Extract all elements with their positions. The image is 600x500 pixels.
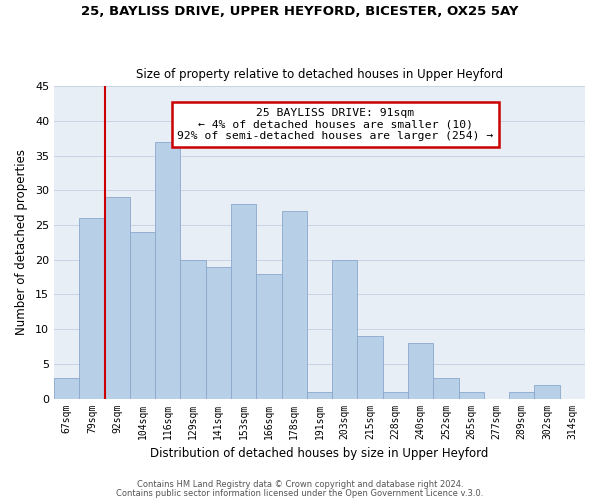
Bar — [54, 378, 79, 398]
Bar — [433, 378, 458, 398]
Bar — [307, 392, 332, 398]
Title: Size of property relative to detached houses in Upper Heyford: Size of property relative to detached ho… — [136, 68, 503, 81]
Text: 25, BAYLISS DRIVE, UPPER HEYFORD, BICESTER, OX25 5AY: 25, BAYLISS DRIVE, UPPER HEYFORD, BICEST… — [81, 5, 519, 18]
Bar — [408, 343, 433, 398]
Bar — [358, 336, 383, 398]
Bar — [256, 274, 281, 398]
Text: Contains public sector information licensed under the Open Government Licence v.: Contains public sector information licen… — [116, 488, 484, 498]
Bar — [458, 392, 484, 398]
Bar — [104, 198, 130, 398]
Bar — [231, 204, 256, 398]
Bar — [332, 260, 358, 398]
Text: Contains HM Land Registry data © Crown copyright and database right 2024.: Contains HM Land Registry data © Crown c… — [137, 480, 463, 489]
Bar — [509, 392, 535, 398]
Bar — [535, 384, 560, 398]
Bar — [155, 142, 181, 399]
Y-axis label: Number of detached properties: Number of detached properties — [15, 150, 28, 336]
Text: 25 BAYLISS DRIVE: 91sqm
← 4% of detached houses are smaller (10)
92% of semi-det: 25 BAYLISS DRIVE: 91sqm ← 4% of detached… — [177, 108, 494, 142]
Bar — [383, 392, 408, 398]
Bar — [130, 232, 155, 398]
X-axis label: Distribution of detached houses by size in Upper Heyford: Distribution of detached houses by size … — [150, 447, 488, 460]
Bar — [206, 266, 231, 398]
Bar — [79, 218, 104, 398]
Bar — [281, 211, 307, 398]
Bar — [181, 260, 206, 398]
